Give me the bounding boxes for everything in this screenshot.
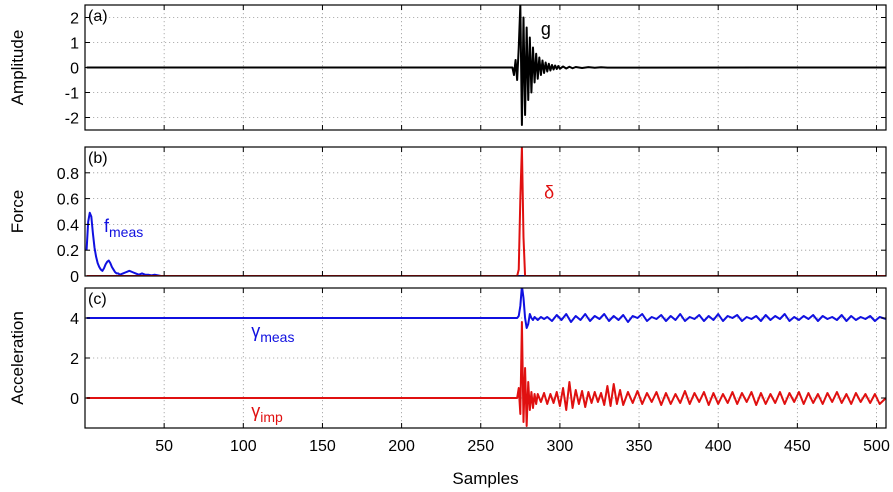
y-tick-label: 0.4 — [57, 217, 79, 234]
annotation-a: g — [541, 19, 551, 39]
y-tick-label: 0.8 — [57, 166, 79, 183]
y-tick-label: -1 — [65, 86, 79, 103]
y-tick-label: -2 — [65, 111, 79, 128]
y-tick-label: 2 — [70, 351, 79, 368]
series-line-b-1 — [86, 147, 886, 276]
x-tick-label: 50 — [155, 438, 173, 455]
y-tick-label: 0 — [70, 391, 79, 408]
x-tick-label: 350 — [626, 438, 653, 455]
panel-a: -2 -1 0 1 2 Amplitude (a) g — [8, 4, 887, 131]
y-tick-label: 4 — [70, 311, 79, 328]
annotation-c: γmeas — [251, 321, 294, 345]
x-tick-label: 200 — [388, 438, 415, 455]
x-axis-label: Samples — [452, 469, 518, 488]
y-tick-label: 0.2 — [57, 243, 79, 260]
x-tick-label: 150 — [309, 438, 336, 455]
annotation-b: fmeas — [104, 216, 143, 240]
x-tick-label: 450 — [784, 438, 811, 455]
plot-frame-b — [84, 146, 887, 277]
x-tick-label: 250 — [467, 438, 494, 455]
annotation-b: δ — [544, 183, 554, 203]
x-tick-label: 500 — [863, 438, 890, 455]
series-line-c-0 — [86, 288, 886, 329]
y-tick-label: 0.6 — [57, 192, 79, 209]
y-tick-label: 0 — [70, 61, 79, 78]
x-tick-label: 100 — [230, 438, 257, 455]
x-tick-label: 400 — [705, 438, 732, 455]
series-line-a-0 — [86, 5, 886, 126]
y-axis-label-a: Amplitude — [8, 30, 27, 106]
x-tick-label: 300 — [547, 438, 574, 455]
panel-b: 0 0.2 0.4 0.6 0.8 Force (b) fmeas δ — [8, 146, 887, 286]
annotation-c: γimp — [251, 401, 283, 425]
y-axis-label-c: Acceleration — [8, 311, 27, 405]
y-tick-label: 2 — [70, 11, 79, 28]
y-axis-label-b: Force — [8, 190, 27, 233]
y-tick-label: 1 — [70, 36, 79, 53]
panel-label-a: (a) — [88, 8, 108, 25]
series-line-b-0 — [85, 211, 886, 276]
series-line-c-1 — [86, 321, 886, 427]
panel-label-c: (c) — [88, 291, 107, 308]
panel-c: 0 2 4 Acceleration (c) γmeas γimp 50 100 150 200 25… — [8, 287, 890, 488]
y-tick-label: 0 — [70, 269, 79, 286]
panel-label-b: (b) — [88, 150, 108, 167]
